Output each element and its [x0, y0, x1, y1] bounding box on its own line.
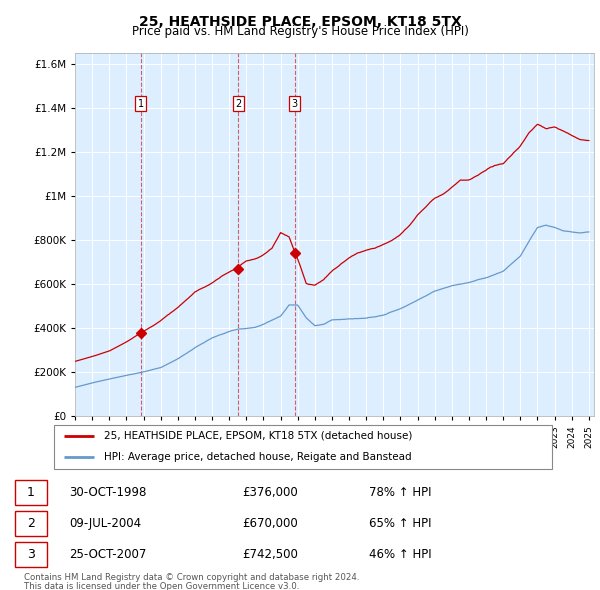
- FancyBboxPatch shape: [15, 480, 47, 505]
- Text: 3: 3: [292, 99, 298, 109]
- Text: £742,500: £742,500: [242, 548, 298, 561]
- Text: 2: 2: [27, 517, 35, 530]
- Text: £670,000: £670,000: [242, 517, 298, 530]
- Text: This data is licensed under the Open Government Licence v3.0.: This data is licensed under the Open Gov…: [24, 582, 299, 590]
- Text: 65% ↑ HPI: 65% ↑ HPI: [369, 517, 431, 530]
- Text: 1: 1: [137, 99, 143, 109]
- FancyBboxPatch shape: [15, 542, 47, 567]
- Text: 25, HEATHSIDE PLACE, EPSOM, KT18 5TX: 25, HEATHSIDE PLACE, EPSOM, KT18 5TX: [139, 15, 461, 29]
- Text: 3: 3: [27, 548, 35, 561]
- Text: Contains HM Land Registry data © Crown copyright and database right 2024.: Contains HM Land Registry data © Crown c…: [24, 573, 359, 582]
- Text: Price paid vs. HM Land Registry's House Price Index (HPI): Price paid vs. HM Land Registry's House …: [131, 25, 469, 38]
- Text: 1: 1: [27, 486, 35, 499]
- Text: 25-OCT-2007: 25-OCT-2007: [70, 548, 147, 561]
- Text: £376,000: £376,000: [242, 486, 298, 499]
- Text: 2: 2: [235, 99, 241, 109]
- Text: 78% ↑ HPI: 78% ↑ HPI: [369, 486, 431, 499]
- Text: 25, HEATHSIDE PLACE, EPSOM, KT18 5TX (detached house): 25, HEATHSIDE PLACE, EPSOM, KT18 5TX (de…: [104, 431, 412, 441]
- Text: 46% ↑ HPI: 46% ↑ HPI: [369, 548, 432, 561]
- Text: HPI: Average price, detached house, Reigate and Banstead: HPI: Average price, detached house, Reig…: [104, 452, 412, 461]
- Text: 30-OCT-1998: 30-OCT-1998: [70, 486, 147, 499]
- Text: 09-JUL-2004: 09-JUL-2004: [70, 517, 142, 530]
- FancyBboxPatch shape: [15, 512, 47, 536]
